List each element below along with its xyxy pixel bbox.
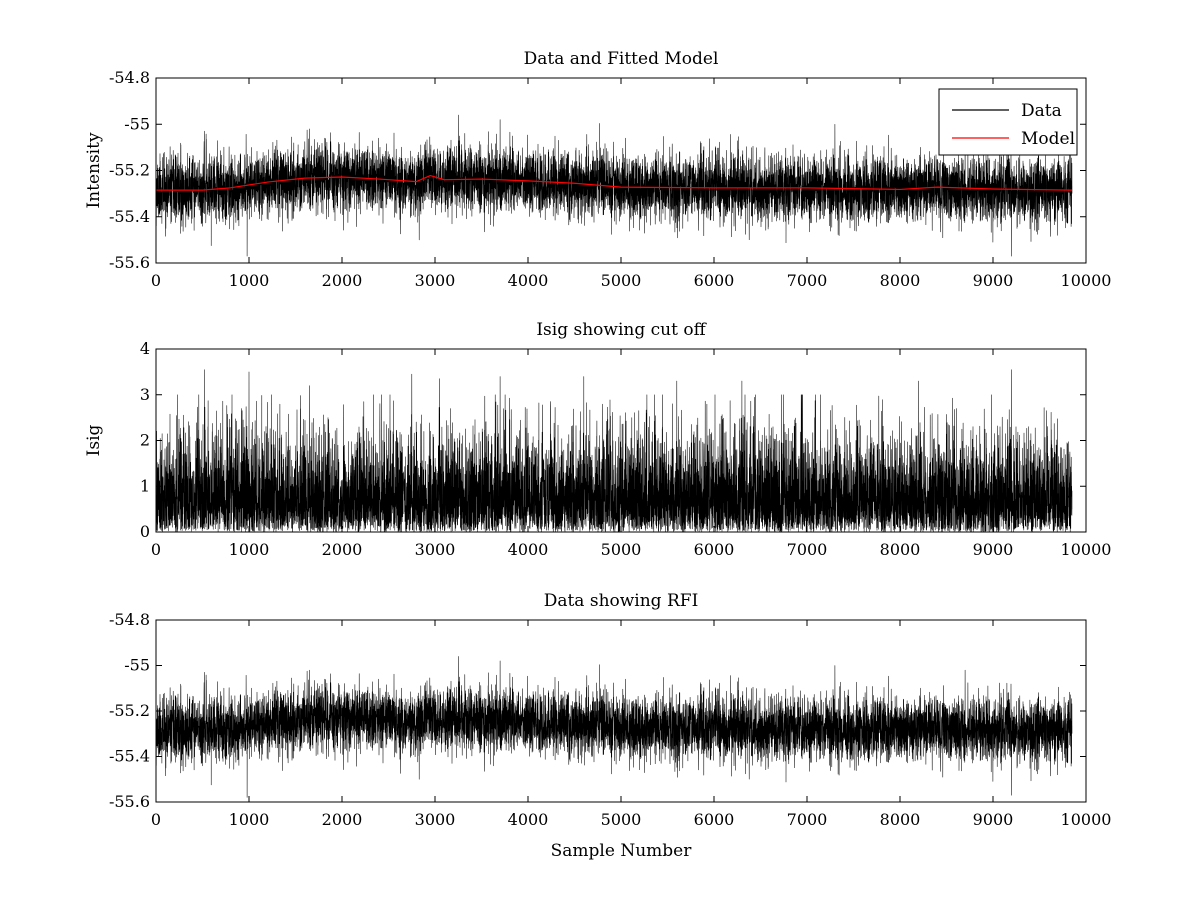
x-tick-label: 2000: [322, 810, 363, 829]
x-tick-label: 7000: [787, 540, 828, 559]
plot-area: [156, 114, 1073, 257]
x-tick-label: 7000: [787, 810, 828, 829]
y-tick-label: -55.4: [109, 747, 150, 766]
y-tick-label: 0: [140, 522, 150, 541]
y-tick-label: -55.6: [109, 792, 150, 811]
x-tick-label: 2000: [322, 271, 363, 290]
series-model-line: [156, 174, 1073, 191]
x-tick-label: 3000: [415, 271, 456, 290]
chart-panel-3: 0 1000 2000 3000 4000 5000 6000 7000 8000 9000 100…: [109, 591, 1111, 861]
y-tick-label: 2: [140, 431, 150, 450]
legend-box: [938, 88, 1078, 156]
y-tick-label: -54.8: [109, 68, 150, 87]
y-tick-label: -55: [124, 656, 150, 675]
y-tick-label: -54.8: [109, 610, 150, 629]
y-tick-label: 3: [140, 385, 150, 404]
x-tick-label: 0: [151, 271, 161, 290]
x-tick-label: 9000: [973, 540, 1014, 559]
legend: Data Model: [938, 88, 1078, 156]
x-tick-label: 4000: [508, 540, 549, 559]
y-tick-label: -55: [124, 114, 150, 133]
x-tick-label: 9000: [973, 271, 1014, 290]
series-data-line: [156, 114, 1073, 257]
x-tick-label: 10000: [1061, 540, 1112, 559]
x-tick-label: 8000: [880, 540, 921, 559]
y-tick-label: -55.6: [109, 253, 150, 272]
x-tick-label: 10000: [1061, 271, 1112, 290]
x-tick-label: 7000: [787, 271, 828, 290]
y-axis-label: Isig: [84, 425, 104, 457]
legend-label-model: Model: [1021, 129, 1075, 149]
x-tick-label: 2000: [322, 540, 363, 559]
x-tick-label: 5000: [601, 810, 642, 829]
x-tick-label: 6000: [694, 540, 735, 559]
x-tick-label: 5000: [601, 540, 642, 559]
chart-panel-2: 0 1000 2000 3000 4000 5000 6000 7000 8000 9000 100…: [84, 320, 1111, 559]
y-tick-label: -55.2: [109, 161, 150, 180]
x-tick-label: 1000: [229, 810, 270, 829]
chart-title: Isig showing cut off: [536, 320, 707, 340]
x-tick-label: 6000: [694, 271, 735, 290]
chart-panel-1: 0 1000 2000 3000 4000 5000 6000 7000 8000 9000 100…: [84, 49, 1111, 290]
series-isig-line: [156, 369, 1073, 532]
y-axis-label: Intensity: [84, 132, 104, 208]
x-tick-label: 1000: [229, 540, 270, 559]
x-tick-label: 8000: [880, 271, 921, 290]
x-tick-label: 3000: [415, 540, 456, 559]
x-tick-label: 9000: [973, 810, 1014, 829]
y-tick-label: -55.4: [109, 207, 150, 226]
x-tick-label: 6000: [694, 810, 735, 829]
chart-title: Data and Fitted Model: [524, 49, 719, 69]
y-tick-label: 4: [140, 339, 150, 358]
series-data-line: [156, 656, 1073, 798]
y-tick-label: -55.2: [109, 701, 150, 720]
x-axis-label: Sample Number: [551, 841, 693, 861]
x-tick-label: 8000: [880, 810, 921, 829]
legend-label-data: Data: [1021, 101, 1062, 121]
x-tick-label: 4000: [508, 810, 549, 829]
x-tick-label: 10000: [1061, 810, 1112, 829]
x-tick-label: 1000: [229, 271, 270, 290]
x-tick-label: 0: [151, 540, 161, 559]
plot-area: [156, 369, 1073, 532]
plot-area: [156, 656, 1073, 798]
chart-title: Data showing RFI: [544, 591, 699, 611]
x-tick-label: 0: [151, 810, 161, 829]
x-tick-label: 5000: [601, 271, 642, 290]
x-tick-label: 3000: [415, 810, 456, 829]
y-tick-label: 1: [140, 476, 150, 495]
x-tick-label: 4000: [508, 271, 549, 290]
